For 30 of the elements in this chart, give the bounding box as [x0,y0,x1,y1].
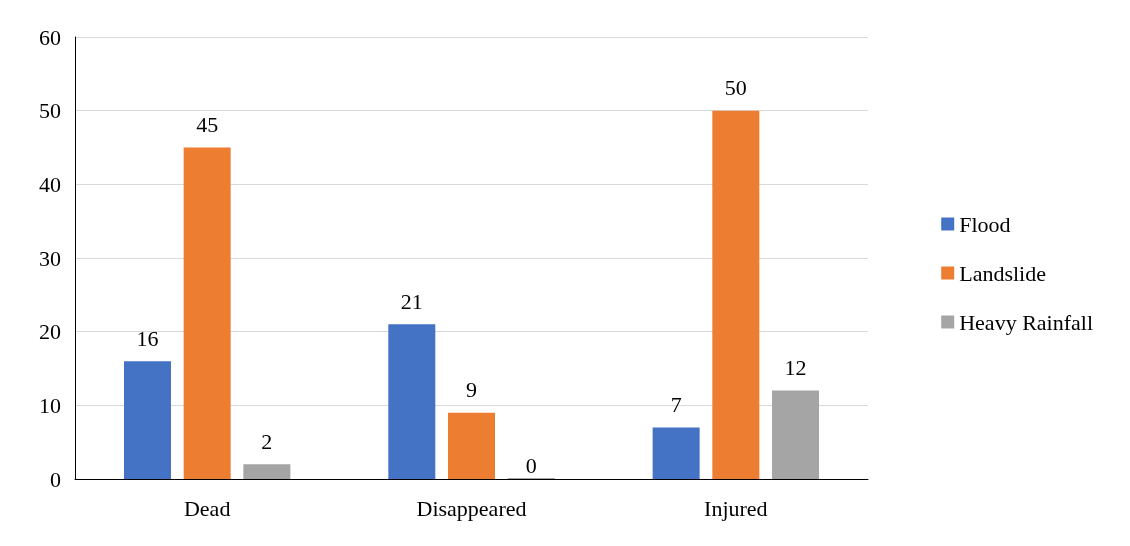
data-label: 50 [724,75,747,101]
data-label: 45 [196,112,219,137]
bar [388,324,436,479]
x-tick-label: Dead [183,495,231,521]
y-tick-label: 0 [50,466,61,492]
y-tick-label: 30 [39,245,61,271]
bar [183,147,231,479]
data-label: 0 [525,452,537,478]
bar [772,390,820,479]
legend-label: Landslide [959,260,1046,286]
data-label: 9 [466,377,477,403]
data-label: 12 [784,355,807,381]
bar [123,361,171,479]
bar [712,110,760,479]
y-tick-label: 50 [39,98,61,124]
y-tick-label: 10 [39,392,61,418]
data-label: 2 [261,428,273,454]
data-label: 7 [670,391,682,417]
y-tick-label: 40 [39,171,61,197]
y-tick-label: 60 [39,24,61,50]
legend-label: Flood [959,211,1011,237]
x-tick-label: Injured [704,495,768,521]
legend-label: Heavy Rainfall [959,309,1094,335]
bar [243,464,291,479]
bar [448,412,495,479]
y-tick-label: 20 [39,319,61,345]
x-tick-label: Disappeared [416,495,527,521]
bar [652,427,700,479]
data-label: 16 [136,325,159,351]
data-label: 21 [400,288,423,314]
